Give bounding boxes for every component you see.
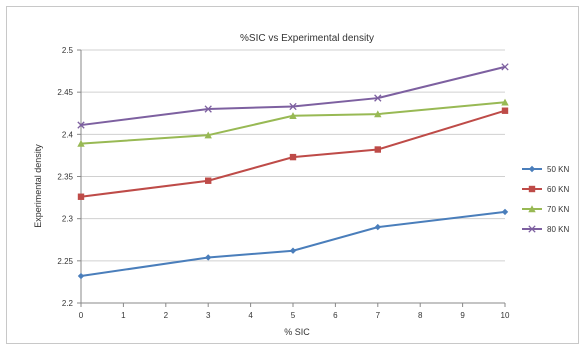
data-point (501, 63, 509, 71)
series-50-kn (77, 208, 509, 280)
x-tick-label: 0 (79, 311, 84, 320)
data-point-stroke (77, 121, 85, 129)
series-70-kn (77, 98, 509, 147)
x-tick-label: 8 (418, 311, 423, 320)
legend: 50 KN 60 KN 70 KN 80 KN (522, 165, 569, 234)
series-line (80, 109, 506, 198)
legend-item: 70 KN (522, 205, 569, 214)
x-tick-label: 6 (333, 311, 338, 320)
legend-label: 50 KN (547, 165, 569, 174)
data-point (289, 247, 297, 254)
data-point-stroke (528, 225, 536, 233)
y-tick-label: 2.2 (62, 299, 74, 308)
data-point-stroke (289, 102, 297, 111)
gridlines (81, 49, 505, 304)
legend-label: 60 KN (547, 185, 569, 194)
x-tick-label: 7 (376, 311, 381, 320)
legend-item: 60 KN (522, 185, 569, 194)
data-point (528, 165, 536, 173)
series-60-kn (77, 107, 509, 200)
data-point (374, 94, 382, 102)
x-tick-labels: 0 1 2 3 4 5 6 7 8 9 10 (79, 311, 510, 320)
data-point (289, 102, 297, 111)
data-point (528, 225, 536, 233)
x-tick-label: 9 (460, 311, 465, 320)
x-axis-label: % SIC (284, 327, 310, 337)
y-tick-labels: 2.2 2.25 2.3 2.35 2.4 2.45 2.5 (57, 46, 73, 308)
x-tick-label: 3 (206, 311, 211, 320)
y-tick-label: 2.4 (62, 130, 74, 139)
data-point (289, 153, 297, 161)
data-point (205, 254, 212, 261)
data-point (374, 110, 382, 118)
y-axis-label: Experimental density (33, 144, 43, 228)
y-tick-label: 2.45 (57, 88, 73, 97)
x-tick-label: 4 (248, 311, 253, 320)
data-point (528, 185, 536, 193)
data-point (77, 121, 85, 129)
data-point (289, 112, 297, 119)
chart-svg: %SIC vs Experimental density 2.22.252.32… (33, 33, 569, 337)
data-point (204, 131, 212, 139)
x-tick-label: 5 (291, 311, 296, 320)
y-tick-label: 2.3 (62, 215, 74, 224)
data-point (374, 146, 381, 153)
legend-label: 80 KN (547, 225, 569, 234)
data-point (77, 193, 85, 200)
data-point (204, 105, 212, 113)
series-line (80, 210, 506, 278)
data-point-stroke (501, 63, 509, 71)
x-tick-label: 10 (501, 311, 510, 320)
series-layer (77, 63, 509, 280)
y-tick-label: 2.35 (57, 173, 73, 182)
data-point (501, 98, 509, 106)
data-point (205, 177, 212, 184)
data-point-stroke (204, 105, 212, 113)
axes (77, 49, 506, 307)
data-point (501, 208, 509, 216)
x-tick-label: 2 (164, 311, 169, 320)
y-tick-label: 2.5 (62, 46, 74, 55)
data-point (501, 107, 509, 114)
legend-item: 80 KN (522, 225, 569, 234)
data-point (528, 205, 536, 213)
legend-label: 70 KN (547, 205, 569, 214)
series-80-kn (77, 63, 509, 129)
legend-item: 50 KN (522, 165, 569, 174)
x-tick-label: 1 (121, 311, 126, 320)
data-point (374, 223, 381, 231)
y-tick-label: 2.25 (57, 257, 73, 266)
chart-title: %SIC vs Experimental density (240, 33, 374, 44)
chart-frame: %SIC vs Experimental density 2.2 2.25 2.3 2… (6, 6, 579, 344)
data-point-stroke (374, 94, 382, 102)
series-line (80, 101, 506, 145)
data-point (77, 139, 85, 147)
data-point (77, 272, 85, 280)
